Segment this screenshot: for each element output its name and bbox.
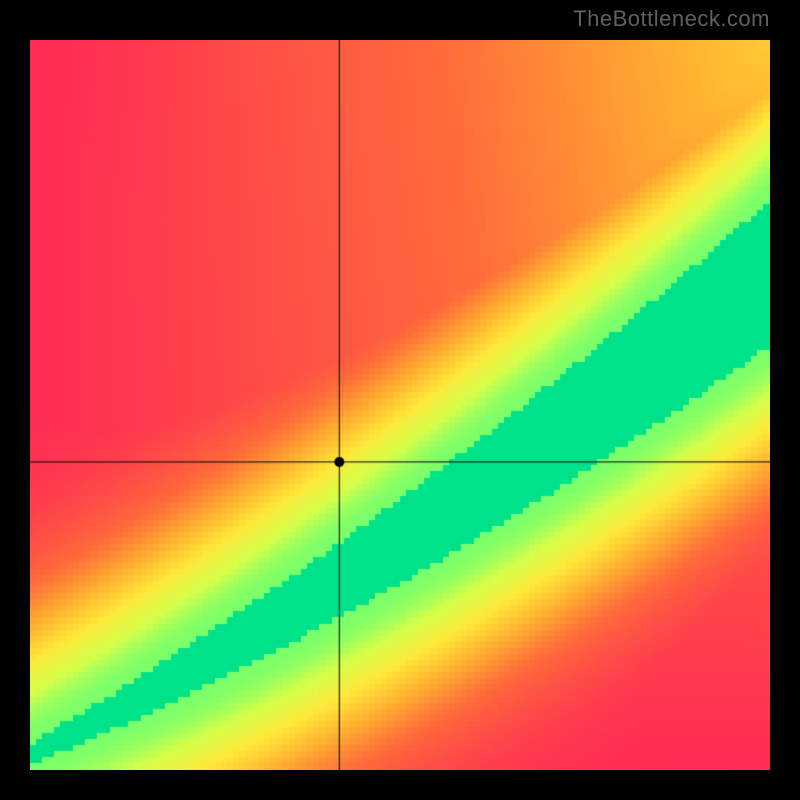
watermark-text: TheBottleneck.com — [573, 6, 770, 32]
heatmap-canvas — [30, 40, 770, 770]
chart-container: TheBottleneck.com — [0, 0, 800, 800]
plot-area — [30, 40, 770, 770]
